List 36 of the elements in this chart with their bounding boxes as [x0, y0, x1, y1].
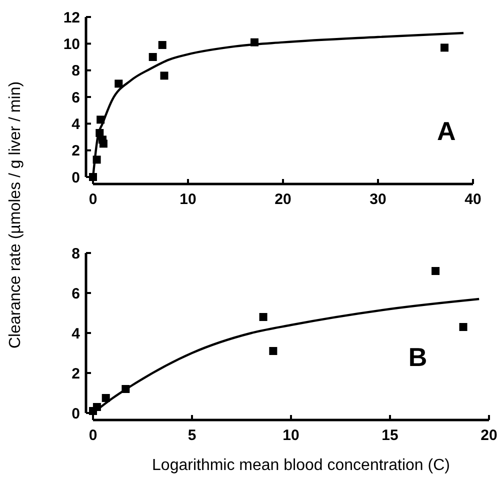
- x-tick-label: 0: [88, 191, 98, 208]
- point: [459, 323, 468, 331]
- y-tick-label: 4: [72, 116, 81, 133]
- y-tick-label: 2: [72, 142, 80, 160]
- point: [99, 140, 108, 148]
- y-tick-label: 12: [63, 9, 80, 26]
- y-tick-label: 0: [72, 169, 80, 186]
- point: [160, 72, 168, 80]
- x-tick-label: 10: [180, 191, 196, 208]
- point: [432, 267, 440, 275]
- point: [259, 313, 268, 321]
- y-tick-label: 2: [72, 365, 80, 382]
- point: [158, 41, 166, 49]
- x-tick-label: 20: [274, 191, 292, 208]
- x-tick-label: 20: [480, 427, 498, 444]
- y-tick-label: 10: [63, 36, 80, 53]
- point: [269, 347, 278, 355]
- x-tick-label: 0: [88, 427, 98, 444]
- y-tick-label: 8: [72, 62, 80, 80]
- point: [114, 80, 123, 88]
- y-tick-label: 6: [72, 89, 80, 106]
- x-axis-title: Logarithmic mean blood concentration (C): [152, 457, 450, 474]
- annotation: B: [408, 342, 428, 372]
- y-tick-label: 4: [72, 325, 81, 342]
- annotation: A: [437, 116, 456, 146]
- x-tick-label: 10: [282, 427, 300, 444]
- x-tick-label: 30: [370, 191, 386, 208]
- y-tick-label: 0: [72, 405, 80, 422]
- y-tick-label: 6: [72, 285, 80, 302]
- point: [148, 53, 157, 61]
- y-axis-title: Clearance rate (µmoles / g liver / min): [7, 81, 24, 349]
- point: [440, 44, 448, 52]
- y-tick-label: 8: [72, 245, 80, 262]
- x-tick-label: 15: [382, 427, 398, 444]
- x-tick-label: 40: [464, 191, 482, 208]
- x-tick-label: 5: [188, 427, 196, 444]
